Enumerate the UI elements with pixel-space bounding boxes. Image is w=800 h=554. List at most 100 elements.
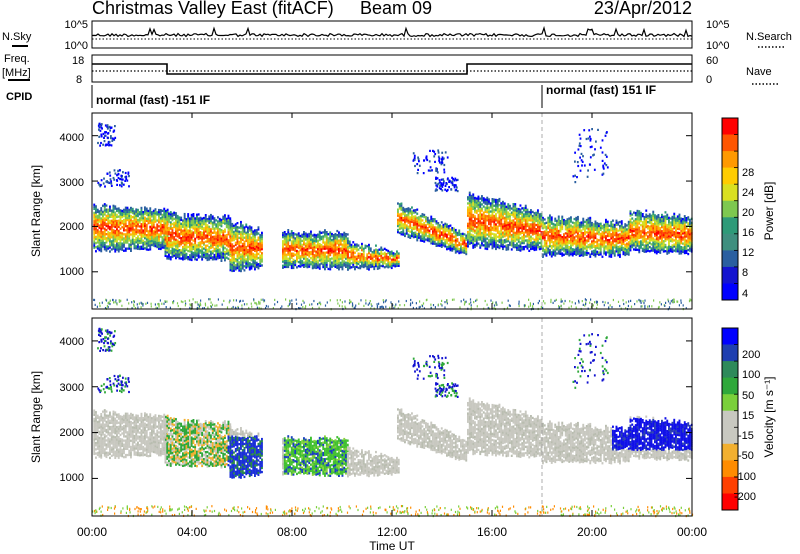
ground-scatter-cell	[344, 300, 346, 303]
power-cell	[147, 211, 150, 215]
power-cell	[196, 213, 198, 216]
velocity-cell	[218, 428, 221, 431]
velocity-cell	[204, 453, 207, 456]
power-cell	[93, 203, 96, 206]
ground-scatter-cell	[509, 304, 511, 307]
power-cell	[119, 246, 122, 249]
ground-scatter-cell	[602, 508, 604, 511]
velocity-cell	[294, 456, 297, 459]
velocity-cell	[169, 441, 172, 445]
power-cell	[128, 227, 131, 230]
power-cell	[130, 221, 132, 224]
power-cell	[229, 246, 232, 249]
velocity-cell	[182, 442, 184, 445]
power-cell	[231, 222, 234, 226]
velocity-cell	[190, 457, 193, 460]
power-cell	[296, 233, 298, 236]
power-cell	[163, 215, 166, 219]
ground-scatter-cell	[518, 300, 520, 303]
power-cell	[93, 211, 96, 215]
power-cell	[218, 256, 221, 259]
ground-scatter-cell	[116, 303, 118, 306]
ground-scatter-cell	[125, 511, 127, 514]
velocity-cell	[283, 459, 286, 463]
velocity-cell	[303, 470, 305, 473]
velocity-cell	[100, 444, 103, 447]
velocity-cell	[190, 454, 193, 458]
velocity-cell	[190, 424, 193, 427]
power-cell	[185, 256, 188, 260]
velocity-cell	[241, 455, 244, 458]
ground-scatter-cell	[612, 298, 614, 302]
power-cell	[217, 234, 219, 237]
velocity-cell	[102, 439, 104, 442]
velocity-cell	[114, 425, 117, 429]
ground-scatter-cell	[370, 507, 372, 510]
power-cell	[199, 255, 202, 258]
ground-scatter-cell	[187, 509, 189, 512]
ground-scatter-cell	[393, 307, 395, 310]
power-cell	[217, 257, 219, 260]
power-cell	[121, 248, 124, 251]
ground-scatter-cell	[265, 507, 267, 510]
velocity-cell	[233, 451, 235, 454]
power-cell	[234, 249, 237, 253]
power-cell	[211, 252, 214, 255]
velocity-cell	[135, 443, 138, 446]
velocity-cell	[229, 438, 232, 441]
power-cell	[233, 257, 235, 260]
velocity-cell	[96, 420, 99, 424]
ground-scatter-cell	[656, 513, 658, 516]
power-cell	[190, 215, 193, 219]
ground-scatter-cell	[542, 306, 544, 309]
power-cell	[171, 235, 174, 238]
power-cell	[208, 233, 211, 237]
power-cell	[145, 217, 148, 220]
ground-scatter-cell	[327, 513, 329, 516]
velocity-cell	[243, 471, 246, 474]
power-cell	[227, 251, 230, 254]
velocity-cell	[140, 425, 143, 428]
power-cell	[158, 208, 160, 212]
velocity-cell	[225, 448, 228, 451]
power-cell	[220, 255, 223, 258]
velocity-cell	[224, 424, 226, 427]
power-cell	[182, 256, 184, 259]
velocity-cell	[135, 426, 138, 430]
velocity-cell	[128, 451, 131, 455]
velocity-cell	[283, 462, 286, 465]
power-cell	[238, 249, 241, 252]
ground-scatter-cell	[436, 513, 438, 516]
velocity-cell	[151, 435, 153, 438]
power-cell	[105, 208, 108, 211]
velocity-cell	[238, 461, 241, 464]
velocity-cell	[128, 431, 131, 434]
velocity-cell	[114, 454, 117, 457]
power-cell	[161, 238, 164, 241]
velocity-cell	[183, 456, 186, 459]
velocity-cell	[210, 463, 212, 466]
velocity-cell	[211, 429, 214, 432]
ground-scatter-cell	[431, 512, 433, 515]
velocity-cell	[159, 450, 162, 453]
ground-scatter-cell	[495, 514, 497, 517]
power-cell	[225, 248, 228, 251]
power-cell	[236, 222, 239, 225]
velocity-cell	[168, 453, 170, 456]
power-cell	[297, 242, 300, 245]
power-cell	[203, 218, 205, 222]
power-cell	[93, 230, 96, 233]
power-cell	[233, 226, 235, 229]
velocity-cell	[140, 429, 143, 432]
ground-scatter-cell	[329, 299, 331, 302]
velocity-cell	[233, 432, 235, 436]
power-cell	[236, 248, 239, 251]
ground-scatter-cell	[667, 298, 669, 301]
velocity-cell	[105, 453, 108, 456]
power-cell	[282, 250, 284, 253]
power-cell	[103, 248, 106, 251]
velocity-cell	[189, 460, 191, 463]
power-cell	[194, 231, 197, 234]
velocity-cell	[233, 472, 235, 475]
velocity-cell	[304, 463, 307, 466]
